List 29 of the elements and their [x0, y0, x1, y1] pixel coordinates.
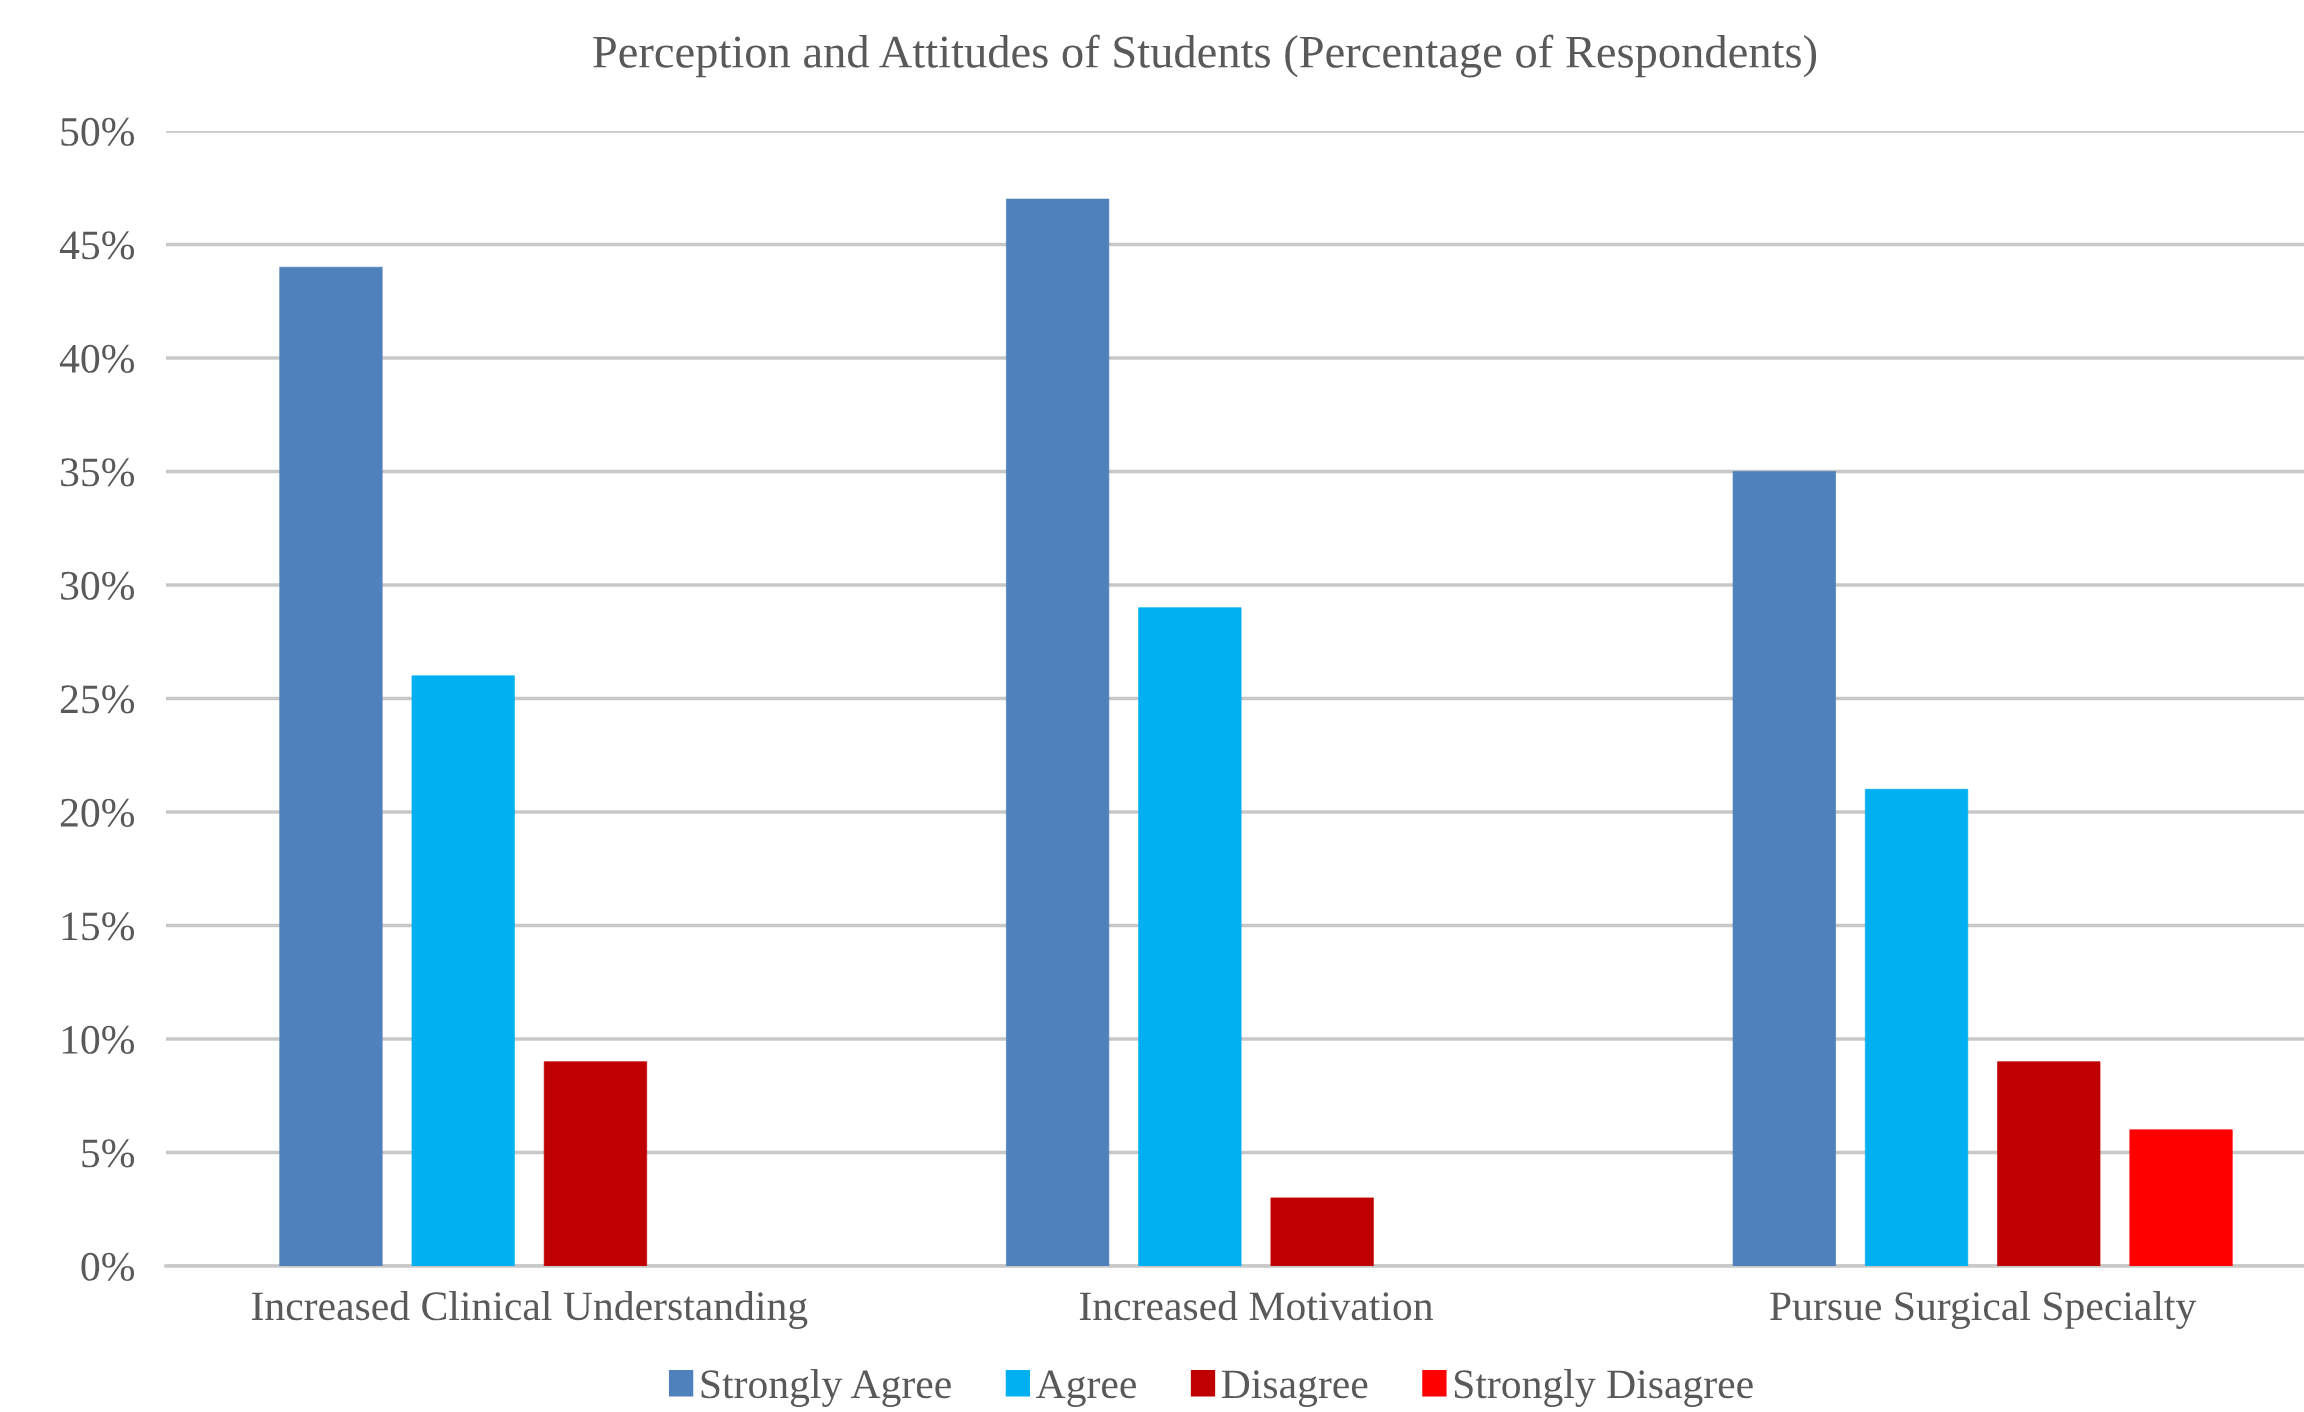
x-tick-label: Increased Clinical Understanding — [251, 1291, 808, 1329]
bar — [1732, 471, 1836, 1266]
chart-title: Perception and Attitudes of Students (Percentage of Respondents) — [593, 34, 1817, 78]
y-tick-label: 40% — [59, 344, 135, 373]
y-tick-label: 15% — [62, 912, 135, 941]
bar — [2129, 1129, 2233, 1266]
bar — [1997, 1061, 2101, 1266]
y-tick-label: 30% — [61, 571, 135, 600]
bar — [279, 266, 383, 1266]
bar — [1270, 1197, 1374, 1266]
y-tick-label: 35% — [61, 458, 135, 487]
bar — [411, 675, 515, 1266]
y-tick-label: 20% — [60, 798, 135, 827]
y-tick-label: 5% — [82, 1139, 135, 1168]
bar — [1864, 788, 1969, 1266]
y-tick-label: 0% — [81, 1252, 135, 1281]
y-tick-label: 25% — [60, 685, 135, 714]
bar — [543, 1061, 648, 1266]
legend-label: Disagree — [1221, 1370, 1368, 1407]
bar — [1006, 198, 1110, 1266]
x-tick-label: Increased Motivation — [1079, 1291, 1433, 1321]
y-tick-label: 10% — [62, 1025, 135, 1054]
bar — [1138, 607, 1242, 1266]
legend-label: Agree — [1036, 1370, 1136, 1407]
legend-label: Strongly Disagree — [1454, 1369, 1753, 1407]
y-tick-label: 50% — [61, 117, 135, 146]
legend-label: Strongly Agree — [701, 1369, 951, 1407]
y-tick-label: 45% — [59, 231, 135, 260]
x-tick-label: Pursue Surgical Specialty — [1770, 1291, 2197, 1329]
